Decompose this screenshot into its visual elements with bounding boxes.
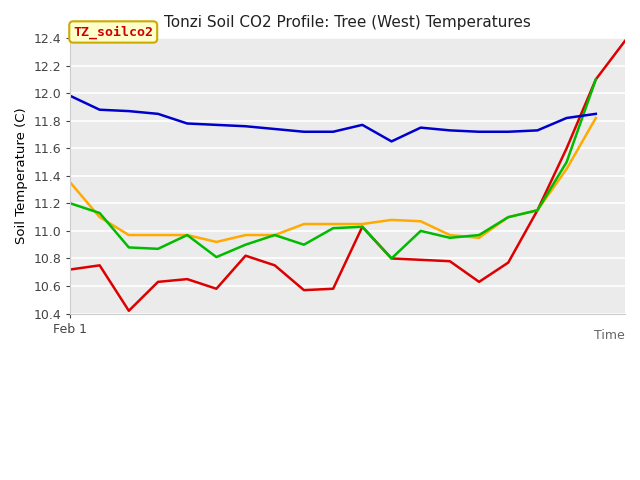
-8cm [563, 159, 570, 165]
-8cm [242, 242, 250, 248]
-16cm [446, 128, 454, 133]
-4cm [242, 232, 250, 238]
-2cm [388, 255, 396, 261]
-16cm [242, 123, 250, 129]
Line: -4cm: -4cm [70, 118, 596, 242]
-8cm [592, 76, 600, 82]
-2cm [621, 38, 629, 44]
Line: -16cm: -16cm [70, 96, 596, 142]
-8cm [358, 224, 366, 229]
-2cm [212, 286, 220, 292]
-2cm [534, 207, 541, 213]
-8cm [125, 245, 132, 251]
-2cm [300, 287, 308, 293]
-16cm [300, 129, 308, 134]
-4cm [184, 232, 191, 238]
-8cm [300, 242, 308, 248]
-16cm [534, 128, 541, 133]
-2cm [271, 263, 278, 268]
-8cm [184, 232, 191, 238]
-2cm [184, 276, 191, 282]
-4cm [534, 207, 541, 213]
-8cm [417, 228, 424, 234]
-8cm [67, 201, 74, 206]
-4cm [125, 232, 132, 238]
-4cm [417, 218, 424, 224]
-16cm [212, 122, 220, 128]
-8cm [330, 225, 337, 231]
-4cm [154, 232, 162, 238]
-16cm [67, 93, 74, 99]
-16cm [271, 126, 278, 132]
-16cm [330, 129, 337, 134]
-8cm [271, 232, 278, 238]
Title: Tonzi Soil CO2 Profile: Tree (West) Temperatures: Tonzi Soil CO2 Profile: Tree (West) Temp… [164, 15, 531, 30]
-2cm [154, 279, 162, 285]
-8cm [446, 235, 454, 240]
Text: Time: Time [595, 329, 625, 342]
-16cm [154, 111, 162, 117]
-16cm [125, 108, 132, 114]
-4cm [300, 221, 308, 227]
-2cm [446, 258, 454, 264]
-2cm [476, 279, 483, 285]
-8cm [476, 232, 483, 238]
-8cm [96, 210, 104, 216]
-2cm [358, 224, 366, 229]
-2cm [96, 263, 104, 268]
-4cm [330, 221, 337, 227]
-8cm [154, 246, 162, 252]
-4cm [563, 166, 570, 172]
-16cm [476, 129, 483, 134]
-4cm [476, 235, 483, 240]
-2cm [592, 76, 600, 82]
-4cm [592, 115, 600, 121]
-8cm [534, 207, 541, 213]
-16cm [388, 139, 396, 144]
-2cm [504, 260, 512, 265]
-8cm [388, 255, 396, 261]
Y-axis label: Soil Temperature (C): Soil Temperature (C) [15, 108, 28, 244]
Text: TZ_soilco2: TZ_soilco2 [73, 25, 153, 39]
-16cm [96, 107, 104, 113]
-4cm [212, 239, 220, 245]
-2cm [563, 145, 570, 151]
-2cm [67, 266, 74, 272]
-2cm [125, 308, 132, 313]
-16cm [592, 111, 600, 117]
-4cm [358, 221, 366, 227]
-16cm [358, 122, 366, 128]
-8cm [212, 254, 220, 260]
-8cm [504, 214, 512, 220]
-2cm [330, 286, 337, 292]
-2cm [417, 257, 424, 263]
Line: -2cm: -2cm [70, 41, 625, 311]
-4cm [388, 217, 396, 223]
-16cm [563, 115, 570, 121]
Line: -8cm: -8cm [70, 79, 596, 258]
-4cm [446, 232, 454, 238]
-16cm [504, 129, 512, 134]
-16cm [184, 120, 191, 126]
-2cm [242, 253, 250, 259]
-4cm [271, 232, 278, 238]
-4cm [67, 180, 74, 186]
-4cm [504, 214, 512, 220]
-4cm [96, 214, 104, 220]
-16cm [417, 125, 424, 131]
